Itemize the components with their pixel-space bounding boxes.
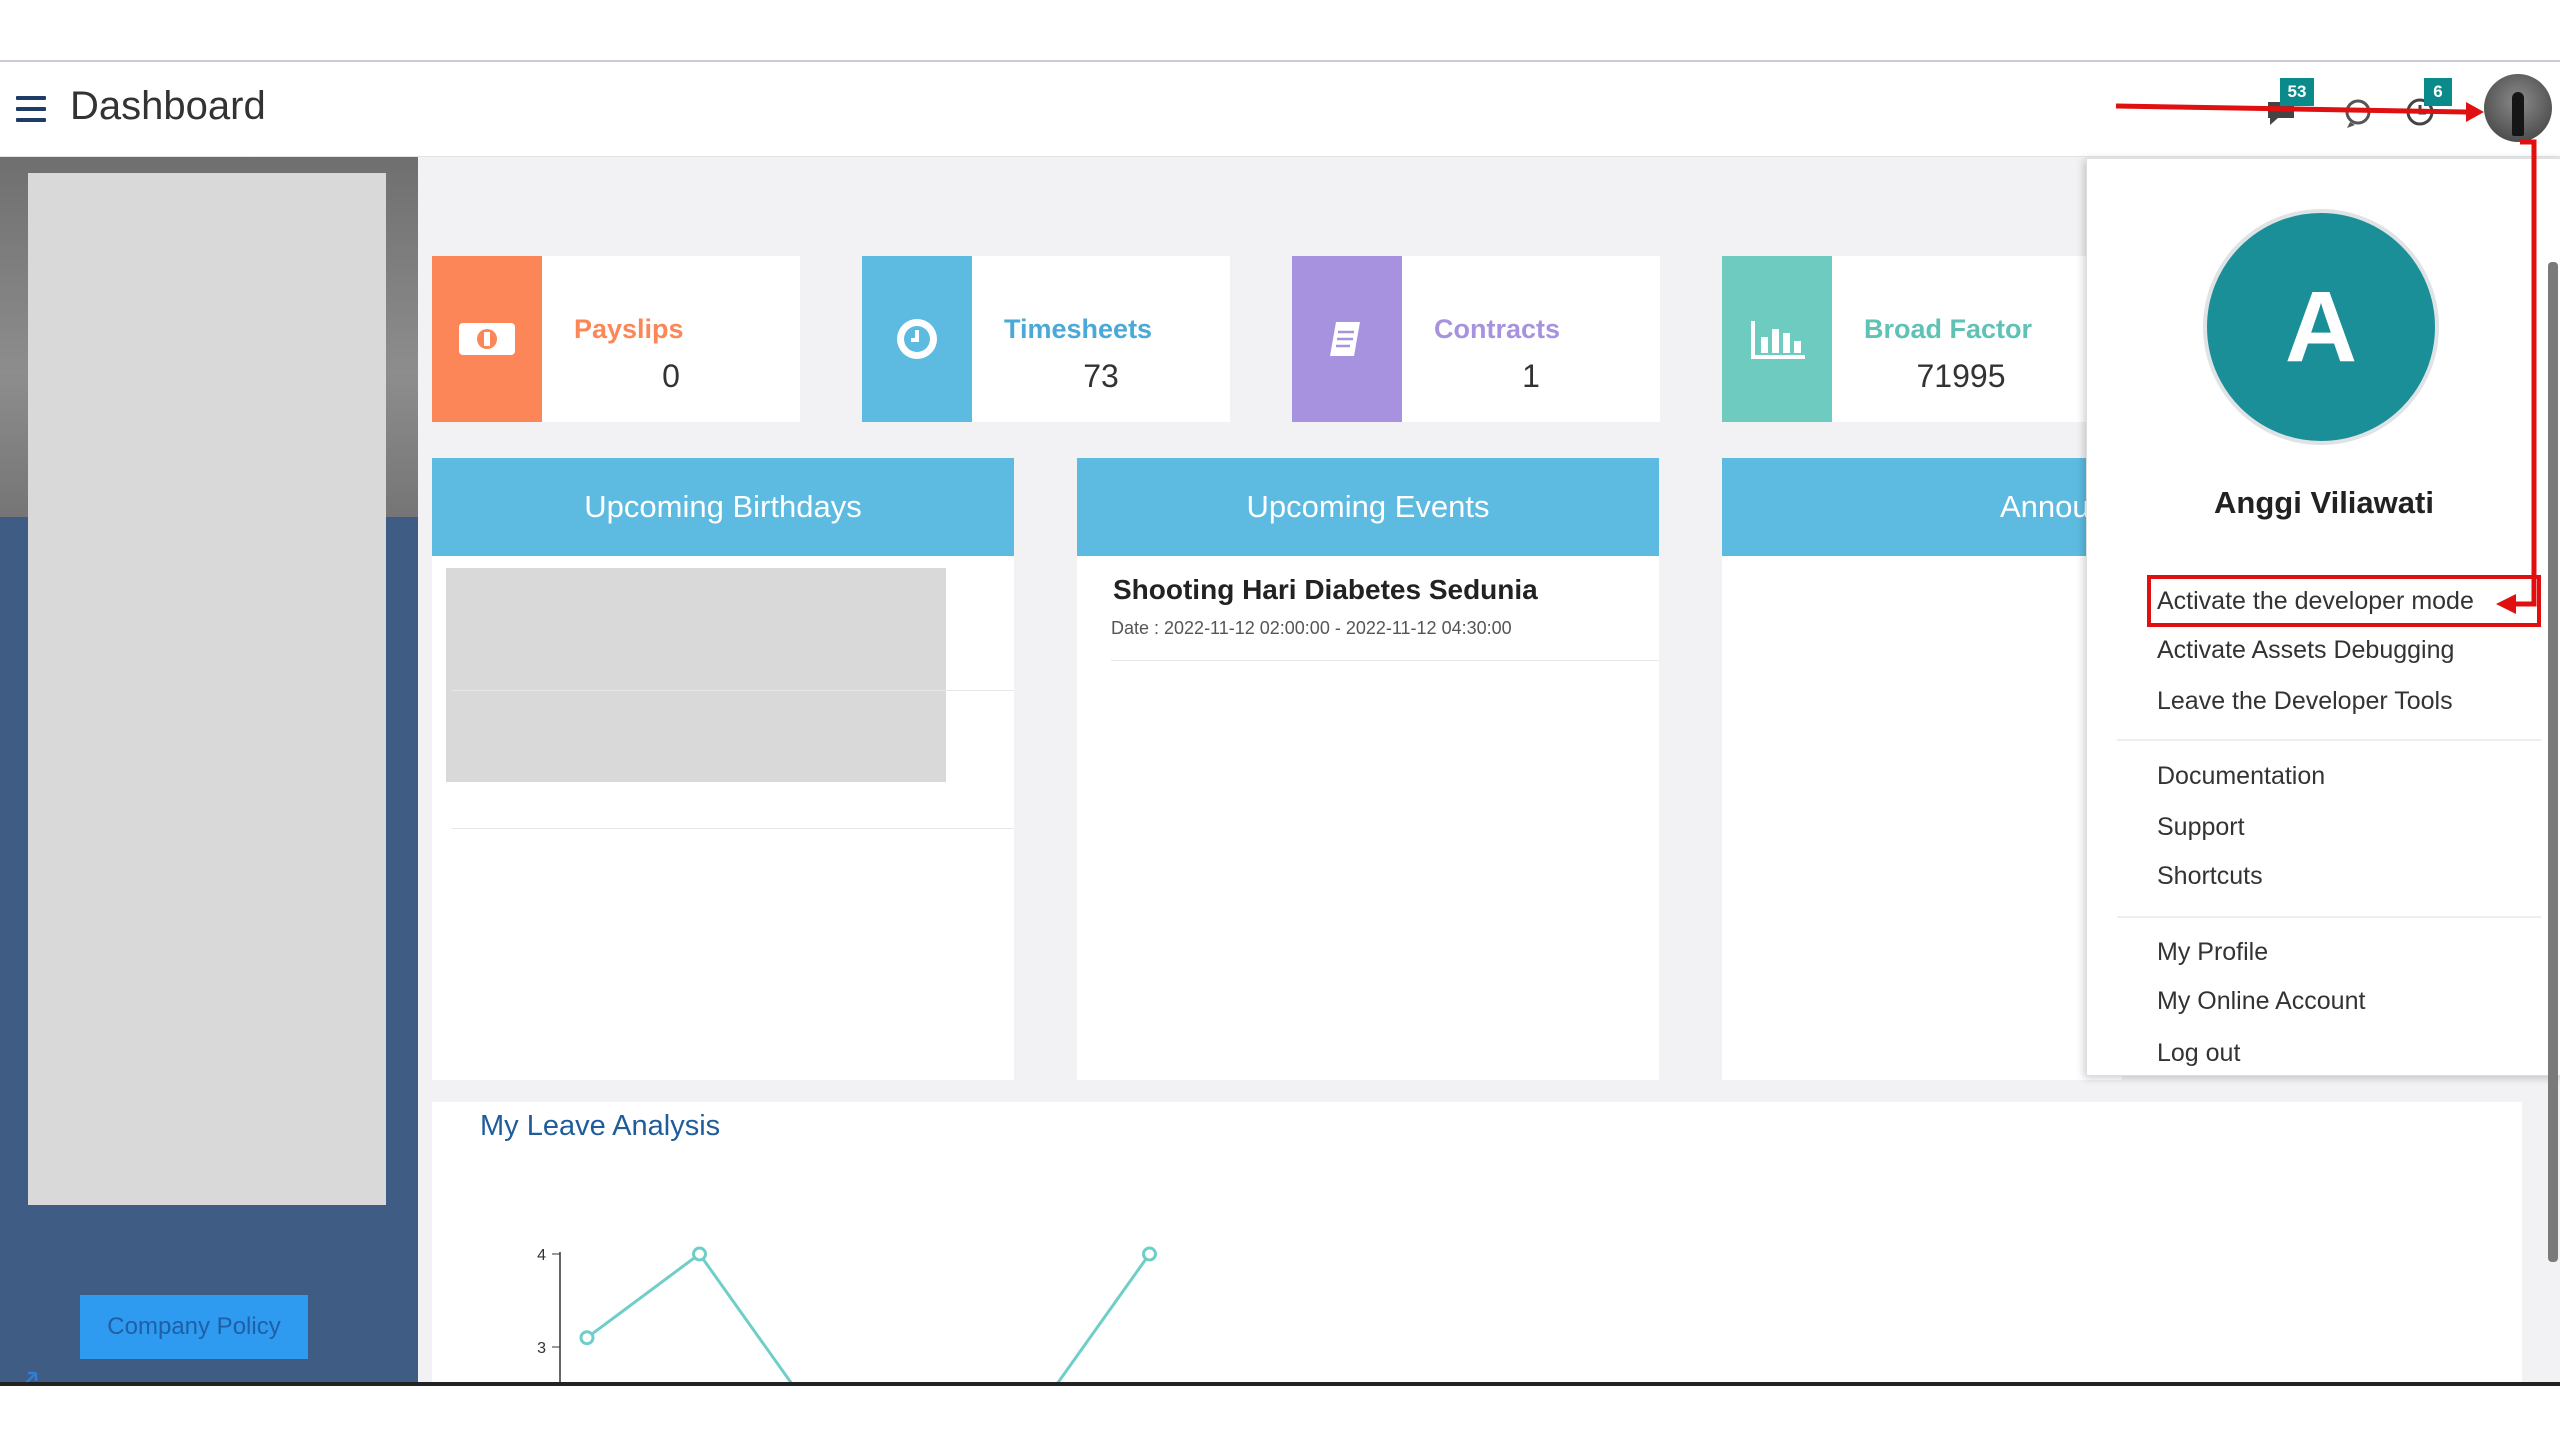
activity-clock-icon[interactable]: 6 [2400,78,2452,132]
card-value: 71995 [1916,358,2006,394]
highlight-box [2147,575,2541,627]
y-tick-label: 4 [537,1247,546,1264]
birthday-placeholder [446,568,946,782]
menu-toggle-icon[interactable] [16,96,46,122]
divider [452,690,1014,691]
leave-chart: 43 [537,1246,1157,1382]
activity-badge: 6 [2424,78,2452,106]
messages-icon[interactable]: 53 [2262,78,2314,132]
events-header: Upcoming Events [1077,458,1659,556]
card-value: 73 [1083,358,1119,394]
card-value: 0 [662,358,680,394]
bar-chart-icon [1722,256,1832,422]
chat-icon[interactable] [2338,92,2378,132]
menu-leave-developer-tools[interactable]: Leave the Developer Tools [2157,687,2453,715]
y-tick-label: 3 [537,1340,546,1357]
menu-activate-developer-mode[interactable]: Activate the developer mode [2157,587,2474,615]
document-icon [1292,256,1402,422]
series-line [586,1251,1151,1382]
scrollbar[interactable] [2548,262,2558,1262]
menu-my-online-account[interactable]: My Online Account [2157,987,2366,1015]
clock-icon [862,256,972,422]
card-timesheets[interactable]: Timesheets 73 [862,256,1230,422]
user-avatar[interactable] [2484,74,2552,142]
leave-analysis-title: My Leave Analysis [480,1110,721,1142]
card-payslips[interactable]: Payslips 0 [432,256,800,422]
card-broad-factor[interactable]: Broad Factor 71995 [1722,256,2090,422]
data-point[interactable] [579,1330,595,1346]
profile-avatar: A [2203,209,2439,445]
expand-icon[interactable] [14,1369,40,1382]
sidebar-placeholder [28,173,386,1205]
menu-activate-assets-debugging[interactable]: Activate Assets Debugging [2157,636,2455,664]
announcements-panel: Announcements [1722,458,2122,1080]
sidebar: Company Policy [0,157,418,1382]
menu-support[interactable]: Support [2157,813,2245,841]
messages-badge: 53 [2280,78,2314,106]
card-label: Payslips [574,314,684,344]
announcements-header: Announcements [1722,458,2122,556]
card-label: Timesheets [1004,314,1153,344]
menu-separator [2117,916,2541,918]
birthdays-header: Upcoming Birthdays [432,458,1014,556]
top-bar: Dashboard 53 6 [0,62,2560,157]
card-value: 1 [1522,358,1540,394]
user-name: Anggi Viliawati [2214,485,2434,520]
company-policy-button[interactable]: Company Policy [80,1295,308,1359]
events-panel: Upcoming Events Shooting Hari Diabetes S… [1077,458,1659,1080]
menu-log-out[interactable]: Log out [2157,1039,2241,1067]
money-icon [432,256,542,422]
page-title: Dashboard [70,84,266,128]
menu-my-profile[interactable]: My Profile [2157,938,2269,966]
menu-separator [2117,739,2541,741]
birthdays-panel: Upcoming Birthdays [432,458,1014,1080]
event-date: Date : 2022-11-12 02:00:00 - 2022-11-12 … [1111,618,1512,638]
data-point[interactable] [692,1246,707,1262]
menu-documentation[interactable]: Documentation [2157,762,2326,790]
divider [452,828,1014,829]
card-label: Broad Factor [1864,314,2033,344]
card-label: Contracts [1434,314,1561,344]
divider [1111,660,1659,661]
menu-shortcuts[interactable]: Shortcuts [2157,862,2263,890]
event-title[interactable]: Shooting Hari Diabetes Sedunia [1113,574,1538,605]
card-contracts[interactable]: Contracts 1 [1292,256,1660,422]
user-menu-dropdown: A Anggi Viliawati Activate the developer… [2086,158,2560,1076]
data-point[interactable] [1142,1246,1157,1262]
app-window: Dashboard 53 6 Company Policy Payslips 0 [0,60,2560,1386]
